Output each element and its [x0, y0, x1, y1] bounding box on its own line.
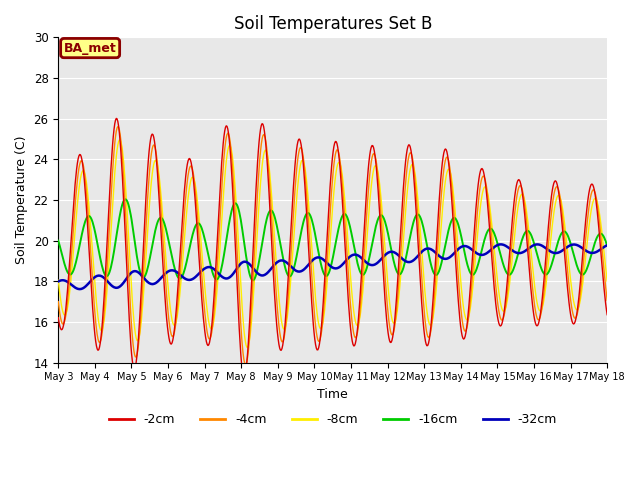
Text: BA_met: BA_met — [64, 42, 116, 55]
Title: Soil Temperatures Set B: Soil Temperatures Set B — [234, 15, 432, 33]
Y-axis label: Soil Temperature (C): Soil Temperature (C) — [15, 136, 28, 264]
X-axis label: Time: Time — [317, 388, 348, 401]
Legend: -2cm, -4cm, -8cm, -16cm, -32cm: -2cm, -4cm, -8cm, -16cm, -32cm — [104, 408, 562, 431]
